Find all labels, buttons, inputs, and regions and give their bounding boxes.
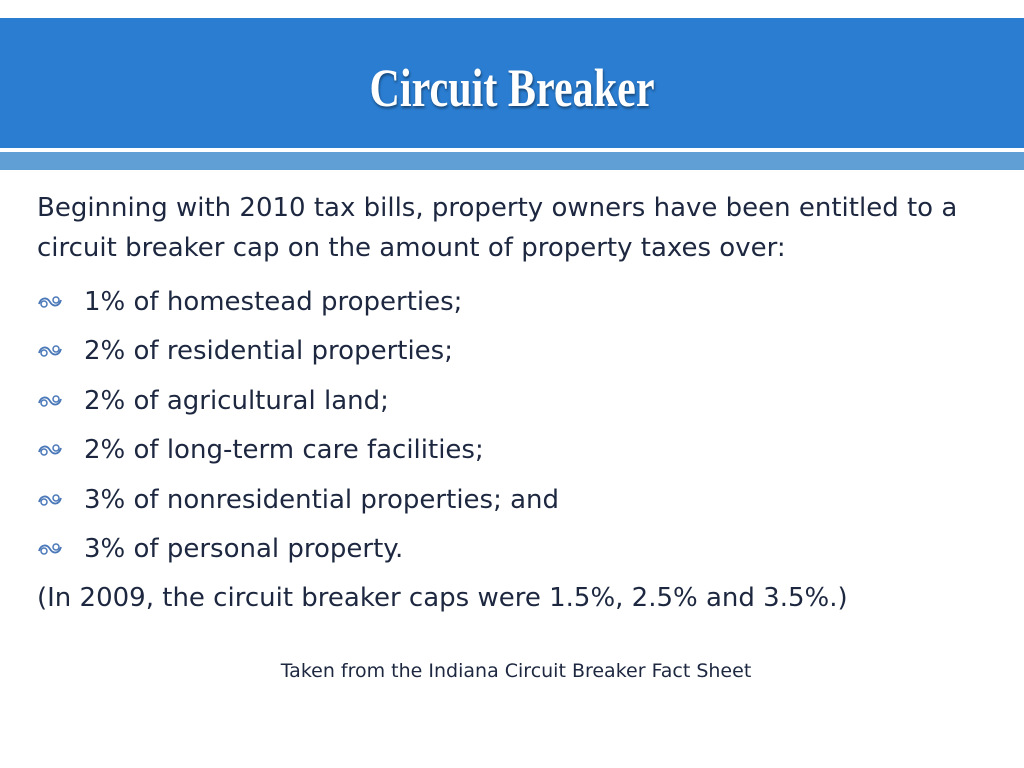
bullet-icon [38,444,62,456]
bullet-text: 3% of personal property. [84,534,404,565]
header-stripe [0,152,1024,170]
note-text: (In 2009, the circuit breaker caps were … [37,583,848,613]
source-text: Taken from the Indiana Circuit Breaker F… [280,660,752,682]
bullet-text: 2% of agricultural land; [84,385,389,416]
bullet-item: 1% of homestead properties; [37,277,997,327]
slide-title: Circuit Breaker [369,58,655,118]
header-band [0,18,1024,148]
bullet-icon [38,345,62,357]
bullet-item: 2% of residential properties; [37,327,997,377]
bullet-icon [38,296,62,308]
bullet-list: 1% of homestead properties; 2% of residen… [37,277,997,574]
bullet-item: 2% of long-term care facilities; [37,426,997,476]
bullet-item: 3% of personal property. [37,525,997,575]
bullet-item: 3% of nonresidential properties; and [37,475,997,525]
bullet-text: 3% of nonresidential properties; and [84,484,560,515]
bullet-icon [38,494,62,506]
bullet-icon [38,395,62,407]
bullet-text: 1% of homestead properties; [84,286,463,317]
bullet-icon [38,543,62,555]
bullet-item: 2% of agricultural land; [37,376,997,426]
intro-text: Beginning with 2010 tax bills, property … [37,193,958,263]
content: Beginning with 2010 tax bills, property … [37,188,997,622]
bullet-text: 2% of long-term care facilities; [84,435,484,466]
bullet-text: 2% of residential properties; [84,336,453,367]
